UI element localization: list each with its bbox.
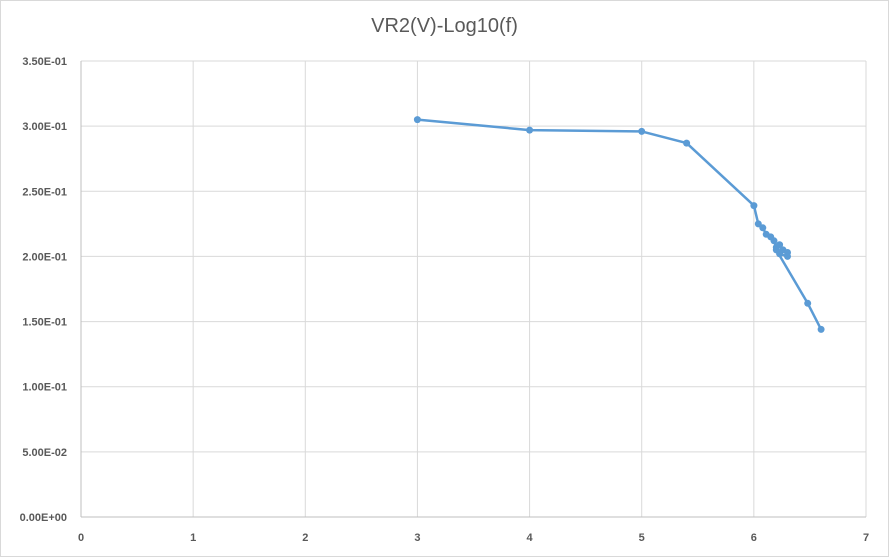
y-tick-label: 3.00E-01 xyxy=(22,121,67,133)
data-series xyxy=(413,116,825,333)
y-tick-label: 3.50E-01 xyxy=(22,56,67,68)
data-point xyxy=(759,224,767,232)
axes xyxy=(80,61,866,518)
x-tick-label: 1 xyxy=(190,532,196,544)
data-point xyxy=(683,139,691,147)
data-point xyxy=(817,325,825,333)
data-point xyxy=(772,246,780,254)
data-point xyxy=(770,237,778,245)
chart-title: VR2(V)-Log10(f) xyxy=(371,15,518,37)
data-point xyxy=(638,127,646,135)
y-tick-label: 1.00E-01 xyxy=(22,382,67,394)
x-tick-label: 6 xyxy=(751,532,757,544)
data-point xyxy=(776,241,784,249)
grid-lines xyxy=(81,60,867,517)
data-point xyxy=(413,116,421,124)
y-tick-label: 2.00E-01 xyxy=(22,251,67,263)
x-tick-label: 5 xyxy=(639,532,645,544)
x-tick-label: 7 xyxy=(863,532,869,544)
y-tick-label: 2.50E-01 xyxy=(22,186,67,198)
x-tick-label: 0 xyxy=(78,532,84,544)
x-tick-label: 4 xyxy=(527,532,534,544)
y-tick-label: 0.00E+00 xyxy=(20,512,67,524)
y-tick-labels: 0.00E+00 5.00E-02 1.00E-01 1.50E-01 2.00E-01… xyxy=(20,56,67,524)
data-point xyxy=(526,126,534,134)
y-tick-label: 1.50E-01 xyxy=(22,317,67,329)
data-point xyxy=(784,252,791,260)
y-tick-label: 5.00E-02 xyxy=(22,447,67,459)
data-point xyxy=(750,202,758,210)
x-tick-labels: 0 1 2 3 4 5 6 7 xyxy=(78,532,869,544)
x-tick-label: 2 xyxy=(302,532,308,544)
x-tick-label: 3 xyxy=(414,532,420,544)
data-point xyxy=(804,299,812,307)
